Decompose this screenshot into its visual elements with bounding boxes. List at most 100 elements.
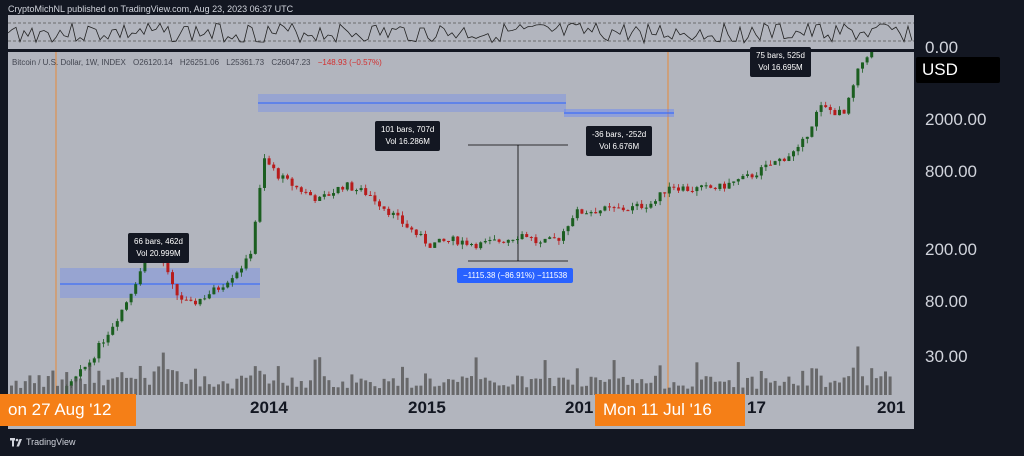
candle-body-324 bbox=[332, 193, 335, 196]
volume-bar-379 bbox=[387, 381, 391, 395]
volume-bar-407 bbox=[414, 385, 418, 395]
volume-bar-434 bbox=[442, 382, 446, 395]
year-label-2017: 17 bbox=[747, 398, 766, 417]
volume-bar-448 bbox=[456, 381, 460, 395]
volume-bar-333 bbox=[341, 381, 345, 395]
volume-bar-241 bbox=[249, 375, 253, 395]
volume-bar-393 bbox=[401, 366, 404, 395]
volume-bar-669 bbox=[677, 385, 680, 395]
candle-body-839 bbox=[847, 97, 851, 114]
volume-bar-361 bbox=[368, 382, 372, 395]
price-tick-30: 30.00 bbox=[925, 347, 968, 366]
candle-body-122 bbox=[129, 293, 133, 303]
candle-body-812 bbox=[819, 105, 823, 112]
rsi-pane[interactable] bbox=[8, 15, 914, 49]
candle-body-816 bbox=[824, 105, 828, 108]
volume-bar-779 bbox=[787, 376, 791, 395]
candle-body-168 bbox=[175, 284, 179, 296]
volume-bar-306 bbox=[313, 359, 317, 395]
candle-body-439 bbox=[447, 240, 450, 242]
volume-bar-163 bbox=[171, 370, 174, 395]
time-axis[interactable] bbox=[8, 395, 914, 429]
volume-bar-775 bbox=[782, 381, 786, 395]
candle-body-784 bbox=[792, 151, 795, 157]
volume-bar-526 bbox=[534, 378, 538, 395]
candle-body-172 bbox=[180, 295, 184, 300]
candle-body-255 bbox=[263, 158, 266, 188]
candle-body-591 bbox=[598, 210, 602, 214]
volume-bar-255 bbox=[263, 374, 266, 395]
volume-bar-761 bbox=[769, 382, 772, 395]
volume-bar-209 bbox=[217, 384, 220, 395]
volume-bar-186 bbox=[194, 368, 197, 395]
volume-bar-264 bbox=[272, 380, 276, 395]
volume-bar-867 bbox=[874, 378, 878, 395]
volume-bar-30 bbox=[37, 375, 41, 395]
price-tick-80: 80.00 bbox=[925, 292, 968, 311]
candle-body-365 bbox=[373, 195, 377, 202]
volume-bar-747 bbox=[755, 388, 759, 395]
candle-body-664 bbox=[672, 186, 676, 188]
volume-bar-853 bbox=[861, 376, 864, 395]
candle-body-821 bbox=[828, 107, 832, 111]
volume-bar-554 bbox=[562, 377, 565, 395]
volume-bar-678 bbox=[686, 388, 690, 395]
candle-body-237 bbox=[244, 258, 248, 269]
candle-body-195 bbox=[203, 298, 207, 300]
price-tick-800: 800.00 bbox=[925, 162, 977, 181]
candle-body-158 bbox=[166, 263, 170, 273]
candle-body-71 bbox=[79, 369, 82, 377]
volume-bar-591 bbox=[598, 380, 602, 395]
candle-body-835 bbox=[842, 109, 846, 114]
volume-bar-720 bbox=[727, 380, 731, 395]
candle-body-425 bbox=[433, 242, 437, 248]
volume-bar-25 bbox=[33, 383, 36, 395]
year-label-2014: 2014 bbox=[250, 398, 288, 417]
candle-body-135 bbox=[143, 259, 147, 272]
candle-body-94 bbox=[102, 342, 105, 344]
volume-bar-614 bbox=[621, 376, 625, 395]
high-value: H26251.06 bbox=[179, 58, 220, 67]
volume-bar-365 bbox=[373, 386, 377, 395]
volume-bar-158 bbox=[166, 369, 170, 395]
volume-bar-540 bbox=[548, 377, 552, 395]
candle-body-375 bbox=[382, 206, 386, 209]
volume-bar-301 bbox=[309, 380, 312, 395]
price-chart-area[interactable] bbox=[8, 52, 914, 395]
volume-bar-490 bbox=[497, 385, 501, 395]
volume-bar-16 bbox=[23, 381, 27, 395]
volume-bar-628 bbox=[635, 383, 639, 395]
callout-range-4: 75 bars, 525d Vol 16.695M bbox=[750, 47, 811, 77]
candle-body-540 bbox=[548, 237, 552, 239]
volume-bar-793 bbox=[801, 370, 805, 395]
low-value: L25361.73 bbox=[226, 58, 265, 67]
candle-body-559 bbox=[566, 226, 570, 232]
candle-body-393 bbox=[401, 215, 404, 224]
callout-1-vol: Vol 20.999M bbox=[136, 249, 181, 258]
candle-body-112 bbox=[120, 309, 124, 322]
candle-body-209 bbox=[217, 287, 220, 290]
candle-body-177 bbox=[184, 299, 188, 301]
ohlc-legend: Bitcoin / U.S. Dollar, 1W, INDEX O26120.… bbox=[12, 58, 387, 67]
candle-body-80 bbox=[88, 362, 92, 367]
footer-branding[interactable]: TradingView bbox=[10, 437, 76, 447]
candle-body-853 bbox=[861, 62, 864, 69]
callout-2-vol: Vol 16.286M bbox=[385, 137, 430, 146]
candle-body-163 bbox=[171, 272, 174, 285]
volume-bar-319 bbox=[327, 380, 331, 395]
volume-bar-471 bbox=[479, 379, 483, 395]
candle-body-692 bbox=[700, 185, 703, 188]
candle-body-733 bbox=[741, 175, 745, 180]
callout-4-bars: 75 bars, 525d bbox=[756, 51, 805, 60]
volume-bar-513 bbox=[520, 376, 524, 395]
candle-body-549 bbox=[557, 238, 561, 241]
volume-bar-715 bbox=[723, 381, 726, 395]
volume-bar-11 bbox=[19, 387, 23, 395]
currency-badge[interactable]: USD bbox=[916, 57, 1000, 83]
candle-body-531 bbox=[539, 242, 542, 244]
volume-bar-108 bbox=[115, 377, 119, 395]
measure-callout: −1115.38 (−86.91%) −111538 bbox=[457, 268, 574, 283]
volume-bar-214 bbox=[221, 381, 225, 395]
volume-bar-821 bbox=[828, 382, 832, 395]
candle-body-545 bbox=[552, 237, 556, 239]
